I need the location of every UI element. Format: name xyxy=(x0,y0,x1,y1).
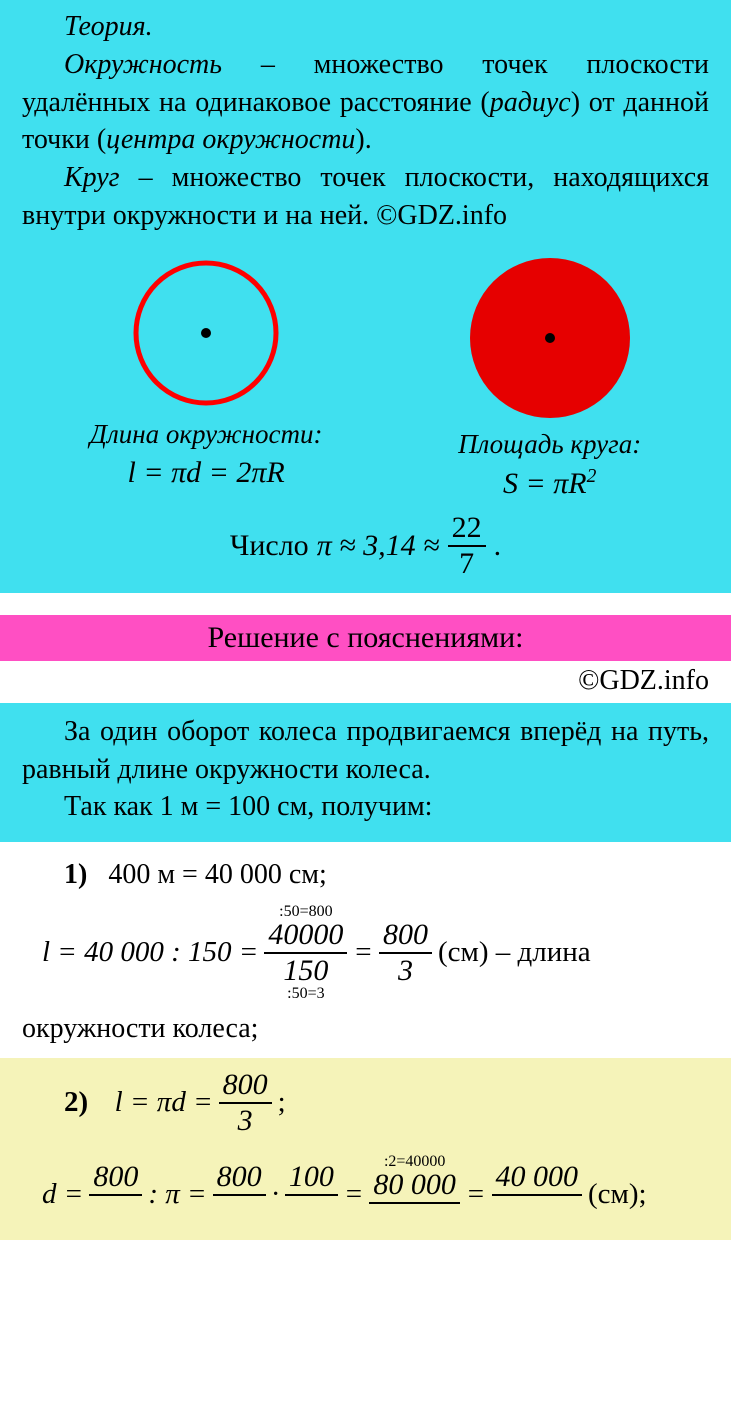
step2-frac1: 800 3 xyxy=(219,1070,272,1136)
step2-dot: · xyxy=(272,1175,279,1214)
step1-unit: (см) – длина xyxy=(438,933,591,972)
step1-tail: окружности колеса; xyxy=(22,1010,709,1048)
step2-f1-den: 3 xyxy=(234,1104,257,1136)
step2-f2c-num: 100 xyxy=(285,1162,338,1196)
step2-colon-pi: : π = xyxy=(148,1175,206,1214)
step2-eq2: = xyxy=(344,1175,364,1214)
step1-label: 1) xyxy=(64,859,87,890)
step2-label: 2) xyxy=(64,1083,88,1122)
gap xyxy=(0,593,731,615)
copyright-text: ©GDZ.info xyxy=(578,665,709,696)
circle-filled-icon xyxy=(460,253,640,423)
step2-frac4: 40 000 xyxy=(492,1162,583,1228)
step2-eq3: = xyxy=(466,1175,486,1214)
step2-frac3: :2=40000 80 000 xyxy=(369,1154,460,1236)
def2-term: Круг xyxy=(64,162,120,193)
pink-header: Решение с пояснениями: xyxy=(0,615,731,661)
def1-term: Окружность xyxy=(64,49,222,80)
explain-section: За один оборот колеса продвигаемся вперё… xyxy=(0,703,731,842)
step1-f2-num: 800 xyxy=(379,920,432,954)
step2-frac2c: 100 xyxy=(285,1162,338,1228)
step1-anno-bot: :50=3 xyxy=(287,986,324,1002)
step2-lhs: l = πd = xyxy=(115,1083,213,1122)
left-diagram-label: Длина окружности: xyxy=(90,419,323,450)
step2-semi: ; xyxy=(278,1083,286,1122)
step1-f2-den: 3 xyxy=(394,954,417,986)
theory-title: Теория. xyxy=(64,11,153,42)
step2-line2-lhs: d = xyxy=(42,1175,83,1214)
def1-radius: радиус xyxy=(490,87,571,118)
right-formula-exp: 2 xyxy=(587,466,597,487)
def1-center: цен­тра окружности xyxy=(106,124,355,155)
step1-conv: 400 м = 40 000 см; xyxy=(108,859,326,890)
theory-section: Теория. Окружность – множество точек пло… xyxy=(0,0,731,593)
step2-f4-num: 40 000 xyxy=(492,1162,583,1196)
pi-suffix: . xyxy=(494,529,502,563)
step1-lhs: l = 40 000 : 150 = xyxy=(42,933,258,972)
left-formula: l = πd = 2πR xyxy=(128,456,285,490)
def2-body: – множество точек плоскости, находящихся… xyxy=(22,162,709,231)
step2-f3-num: 80 000 xyxy=(369,1170,460,1204)
step1-section: 1) 400 м = 40 000 см; l = 40 000 : 150 =… xyxy=(0,842,731,1058)
pi-num: 22 xyxy=(448,513,486,547)
right-diagram-label: Площадь круга: xyxy=(458,429,641,460)
step2-frac2b: 800 xyxy=(213,1162,266,1228)
step2-f2a-num: 800 xyxy=(89,1162,142,1196)
diagrams-row: Длина окружности: l = πd = 2πR Площадь к… xyxy=(22,253,709,501)
step2-section: 2) l = πd = 800 3 ; d = 800 : π = 800 · … xyxy=(0,1058,731,1240)
step1-eq: = xyxy=(353,933,373,972)
copyright-row: ©GDZ.info xyxy=(0,661,731,703)
pi-approx: π ≈ 3,14 ≈ xyxy=(317,529,440,563)
pink-header-text: Решение с пояснениями: xyxy=(207,621,523,654)
explain-p2: Так как 1 м = 100 см, получим: xyxy=(22,788,709,826)
pi-row: Число π ≈ 3,14 ≈ 22 7 . xyxy=(22,513,709,579)
step1-frac1: :50=800 40000 150 :50=3 xyxy=(264,904,347,1002)
pi-den: 7 xyxy=(455,547,478,579)
circle-outline-col: Длина окружности: l = πd = 2πR xyxy=(90,253,323,501)
step2-unit: (см); xyxy=(588,1175,647,1214)
circle-filled-col: Площадь круга: S = πR2 xyxy=(458,253,641,501)
pi-fraction: 22 7 xyxy=(448,513,486,579)
right-formula: S = πR2 xyxy=(503,466,596,501)
explain-p1: За один оборот колеса продвигаемся вперё… xyxy=(22,713,709,789)
step2-f2b-num: 800 xyxy=(213,1162,266,1196)
pi-prefix: Число xyxy=(230,529,309,563)
right-formula-base: S = πR xyxy=(503,467,587,500)
step2-frac2a: 800 xyxy=(89,1162,142,1228)
def1-body3: ). xyxy=(355,124,371,155)
step2-f1-num: 800 xyxy=(219,1070,272,1104)
circle-outline-icon xyxy=(126,253,286,413)
step1-frac2: 800 3 xyxy=(379,920,432,986)
step1-f1-den: 150 xyxy=(279,954,332,986)
step1-f1-num: 40000 xyxy=(264,920,347,954)
